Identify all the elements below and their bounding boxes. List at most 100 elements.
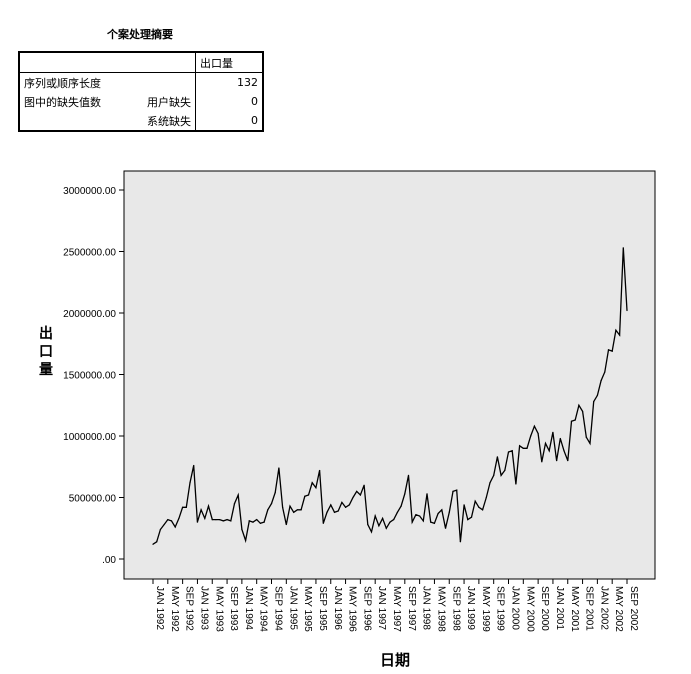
- x-tick-label: JAN 1994: [243, 586, 254, 630]
- y-axis: .00 500000.00 1000000.00 1500000.00 2000000.…: [63, 186, 124, 566]
- data-point: [167, 519, 169, 521]
- x-tick-label: SEP 2001: [584, 586, 595, 631]
- data-point: [626, 309, 628, 312]
- data-point: [581, 410, 584, 412]
- data-point: [507, 451, 510, 453]
- data-point: [278, 467, 280, 469]
- data-point: [241, 528, 243, 531]
- data-point: [207, 505, 210, 507]
- x-tick-label: MAY 1998: [435, 586, 446, 632]
- y-tick-label: 2000000.00: [63, 309, 116, 320]
- data-point: [567, 460, 569, 462]
- data-point: [407, 474, 410, 476]
- data-point: [519, 445, 521, 447]
- table-row: 序列或顺序长度 132: [19, 72, 263, 92]
- data-point: [263, 521, 265, 523]
- data-point: [474, 500, 476, 502]
- data-point: [230, 520, 232, 522]
- data-point: [470, 516, 473, 518]
- data-point: [385, 527, 387, 529]
- data-point: [226, 519, 228, 521]
- data-point: [607, 349, 610, 351]
- data-point: [244, 539, 247, 542]
- row-value: 132: [195, 72, 263, 92]
- data-point: [415, 514, 417, 516]
- data-point: [152, 543, 154, 545]
- data-point: [481, 509, 484, 511]
- data-point: [374, 515, 376, 517]
- data-point: [330, 504, 332, 506]
- data-point: [282, 506, 284, 508]
- data-point: [559, 437, 561, 440]
- data-point: [315, 487, 317, 489]
- data-point: [396, 511, 399, 513]
- data-point: [344, 506, 347, 508]
- x-tick-label: MAY 1997: [391, 586, 402, 632]
- table-row: 系统缺失 0: [19, 111, 263, 131]
- data-point: [511, 450, 513, 452]
- data-point: [433, 522, 436, 524]
- x-tick-label: SEP 1995: [317, 586, 328, 631]
- x-axis-label: 日期: [380, 651, 410, 669]
- data-point: [611, 350, 613, 352]
- row-label: 序列或顺序长度: [24, 76, 101, 90]
- data-point: [252, 521, 254, 523]
- x-tick-label: JAN 1997: [376, 586, 387, 630]
- x-tick-label: JAN 1999: [465, 586, 476, 630]
- data-point: [359, 494, 361, 496]
- data-point: [307, 494, 310, 496]
- data-point: [618, 334, 621, 336]
- data-point: [485, 496, 487, 499]
- data-point: [593, 400, 595, 403]
- data-point: [211, 519, 213, 521]
- data-points: [152, 247, 628, 545]
- data-point: [578, 404, 580, 406]
- data-point: [596, 394, 598, 397]
- x-tick-label: MAY 2001: [569, 586, 580, 632]
- table-header-row: 出口量: [19, 52, 263, 73]
- data-point: [622, 247, 624, 249]
- row-sublabel: 用户缺失: [147, 95, 191, 109]
- plot-area: [123, 170, 656, 580]
- data-point: [552, 431, 554, 433]
- data-point: [530, 435, 532, 437]
- data-point: [289, 505, 291, 507]
- data-point: [493, 474, 495, 476]
- x-tick-label: SEP 1996: [361, 586, 372, 631]
- data-point: [304, 495, 306, 497]
- x-tick-label: SEP 1992: [184, 586, 195, 631]
- data-point: [200, 509, 202, 511]
- row-sublabel: 系统缺失: [147, 114, 191, 128]
- data-point: [441, 509, 443, 511]
- data-point: [178, 517, 180, 520]
- data-point: [600, 380, 602, 382]
- data-point: [170, 520, 173, 522]
- data-point: [489, 482, 491, 484]
- x-tick-label: JAN 1993: [198, 586, 209, 630]
- data-point: [363, 484, 365, 486]
- x-tick-label: SEP 2000: [539, 586, 550, 631]
- data-point: [448, 511, 450, 513]
- x-tick-label: SEP 1999: [495, 586, 506, 631]
- data-point: [604, 371, 606, 373]
- summary-title: 个案处理摘要: [107, 28, 173, 41]
- data-point: [467, 519, 469, 521]
- y-tick-label: .00: [102, 555, 116, 566]
- data-point: [456, 489, 458, 491]
- data-point: [389, 521, 391, 523]
- data-point: [500, 474, 502, 476]
- data-point: [496, 456, 498, 458]
- data-point: [589, 442, 591, 444]
- data-point: [522, 447, 524, 449]
- x-tick-label: MAY 1992: [169, 586, 180, 632]
- header-empty-cell: [131, 52, 196, 73]
- x-tick-label: SEP 2002: [628, 586, 639, 631]
- data-point: [404, 493, 406, 495]
- data-point: [444, 527, 447, 529]
- data-point: [544, 442, 547, 444]
- data-point: [204, 517, 206, 520]
- data-point: [337, 510, 339, 512]
- data-point: [259, 522, 261, 524]
- x-tick-label: JAN 2001: [554, 586, 565, 630]
